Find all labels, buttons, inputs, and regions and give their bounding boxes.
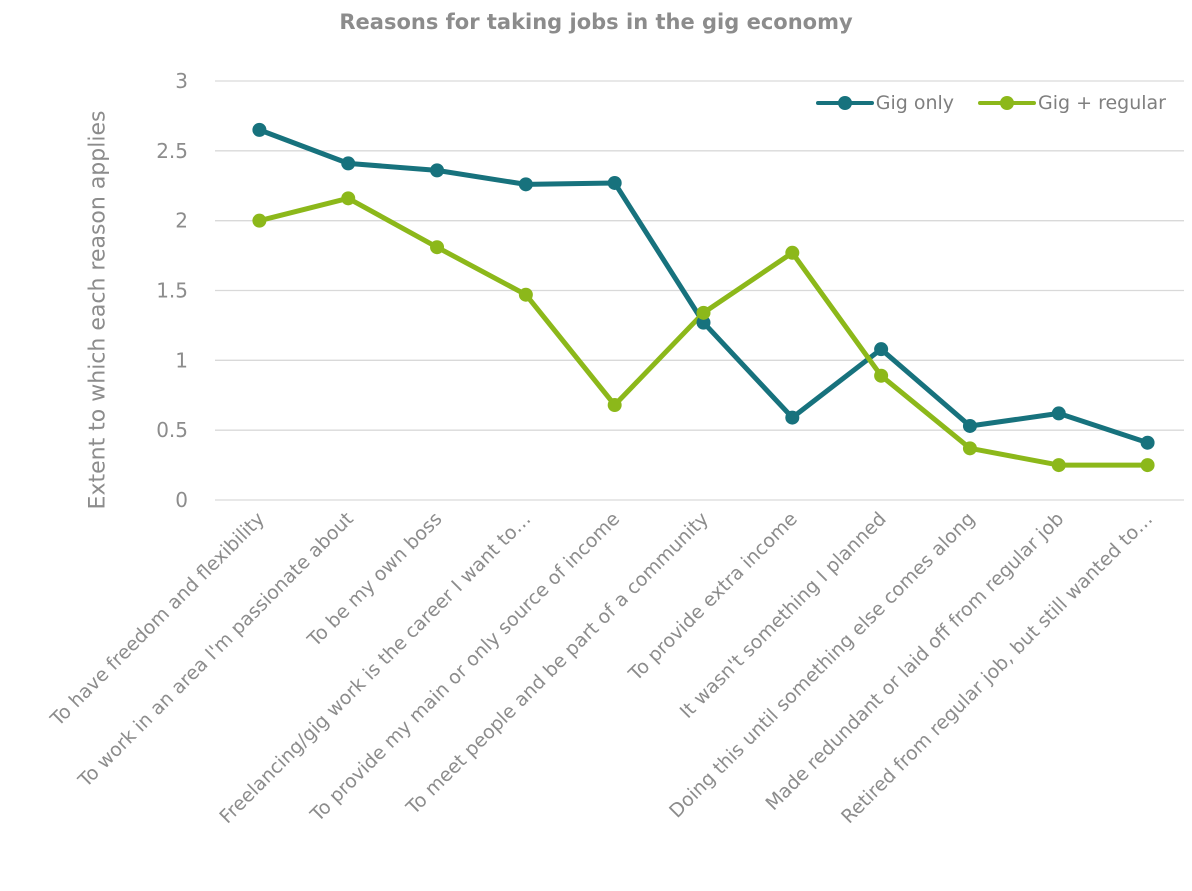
- data-point-series-0: [341, 156, 356, 171]
- x-tick-label: Retired from regular job, but still want…: [837, 508, 1157, 828]
- data-point-series-1: [252, 213, 267, 228]
- data-point-series-1: [785, 245, 800, 260]
- data-point-series-1: [874, 368, 889, 383]
- y-tick-label: 2: [175, 209, 188, 233]
- y-tick-label: 3: [175, 69, 188, 93]
- legend-swatch-gig-only: [815, 93, 874, 113]
- data-point-series-1: [1140, 458, 1155, 473]
- y-tick-label: 1.5: [156, 279, 188, 303]
- data-point-series-1: [518, 287, 533, 302]
- data-point-series-0: [696, 315, 711, 330]
- data-point-series-0: [252, 122, 267, 137]
- x-tick-label: Freelancing/gig work is the career I wan…: [215, 508, 535, 828]
- data-point-series-0: [785, 410, 800, 425]
- y-tick-label: 0.5: [156, 418, 188, 442]
- data-point-series-0: [1051, 406, 1066, 421]
- x-tick-label: Doing this until something else comes al…: [665, 508, 979, 822]
- y-tick-label: 2.5: [156, 139, 188, 163]
- data-point-series-1: [696, 305, 711, 320]
- legend-item-gig-only: Gig only: [815, 92, 955, 114]
- y-tick-label: 1: [175, 348, 188, 372]
- x-tick-label: Made redundant or laid off from regular …: [761, 508, 1068, 815]
- legend-item-gig-regular: Gig + regular: [978, 92, 1166, 114]
- data-point-series-1: [430, 240, 445, 255]
- legend: Gig only Gig + regular: [815, 92, 1166, 114]
- chart-title: Reasons for taking jobs in the gig econo…: [339, 10, 853, 34]
- legend-swatch-gig-regular: [978, 93, 1037, 113]
- series-line-1: [256, 195, 1151, 468]
- data-point-series-1: [1051, 458, 1066, 473]
- data-point-series-0: [962, 418, 977, 433]
- data-point-series-0: [518, 177, 533, 192]
- data-point-series-1: [341, 191, 356, 206]
- y-tick-label: 0: [175, 488, 188, 512]
- data-point-series-0: [1140, 435, 1155, 450]
- data-point-series-0: [607, 175, 622, 190]
- data-point-series-0: [430, 163, 445, 178]
- data-point-series-0: [874, 342, 889, 357]
- x-tick-label: To provide my main or only source of inc…: [306, 508, 625, 827]
- x-tick-label: To meet people and be part of a communit…: [401, 508, 713, 820]
- series-line-0: [256, 127, 1151, 446]
- x-tick-label: To provide extra income: [624, 508, 802, 686]
- legend-label-gig-only: Gig only: [875, 92, 955, 114]
- data-point-series-1: [607, 398, 622, 413]
- legend-label-gig-regular: Gig + regular: [1038, 92, 1166, 114]
- data-point-series-1: [962, 441, 977, 456]
